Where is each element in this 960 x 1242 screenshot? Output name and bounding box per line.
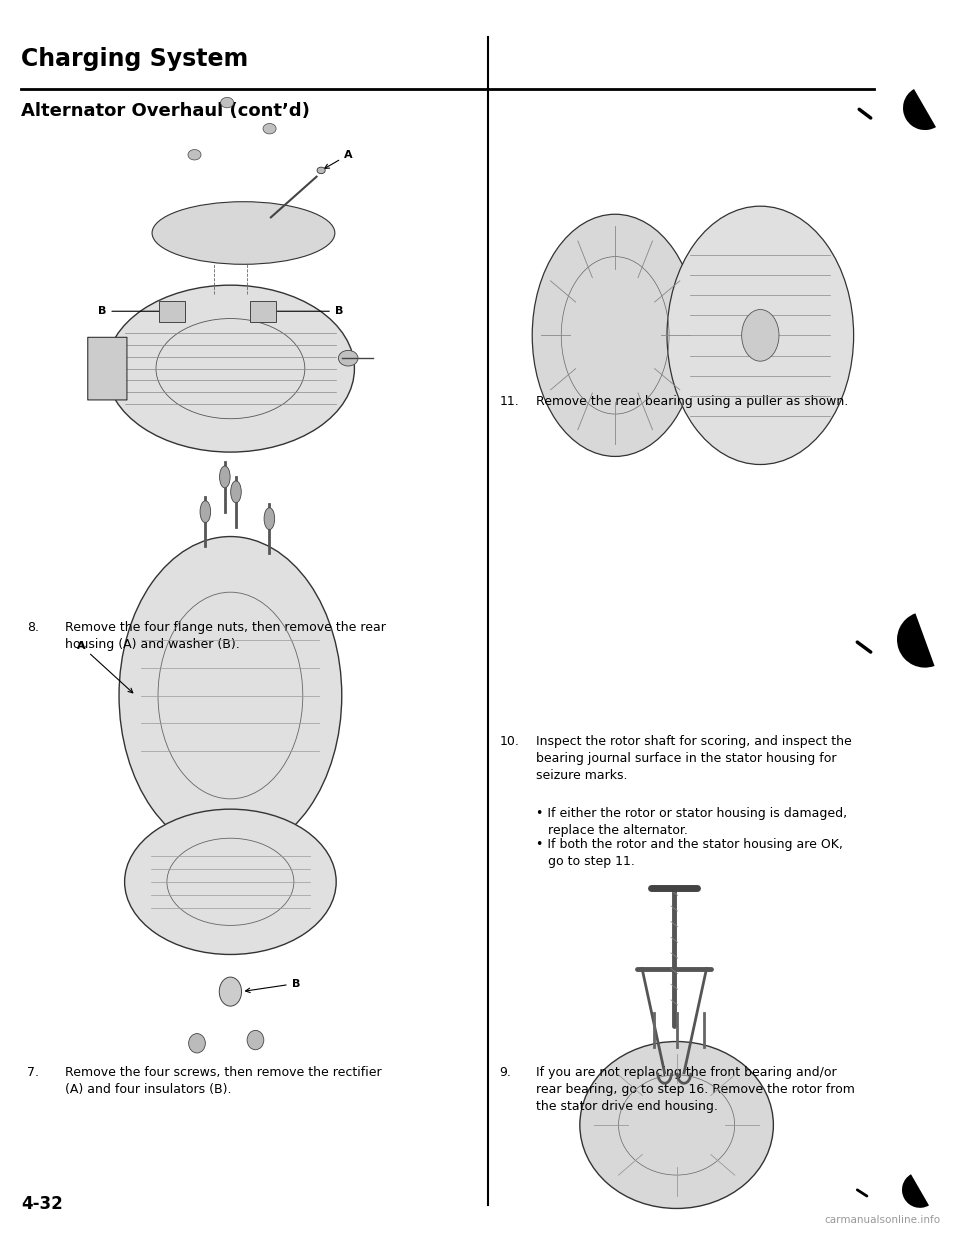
Text: • If either the rotor or stator housing is damaged,
   replace the alternator.: • If either the rotor or stator housing … bbox=[536, 807, 847, 837]
Wedge shape bbox=[902, 1174, 929, 1207]
Ellipse shape bbox=[221, 97, 233, 108]
Ellipse shape bbox=[247, 1031, 264, 1049]
Text: Charging System: Charging System bbox=[21, 47, 249, 71]
Text: carmanualsonline.info: carmanualsonline.info bbox=[825, 1215, 941, 1225]
Ellipse shape bbox=[219, 977, 242, 1006]
Ellipse shape bbox=[200, 501, 210, 523]
Text: 11.: 11. bbox=[499, 395, 519, 407]
Text: • If both the rotor and the stator housing are OK,
   go to step 11.: • If both the rotor and the stator housi… bbox=[536, 838, 843, 868]
Text: A: A bbox=[77, 641, 132, 693]
Text: B: B bbox=[267, 307, 344, 317]
FancyBboxPatch shape bbox=[87, 338, 127, 400]
Ellipse shape bbox=[264, 508, 275, 529]
Text: Remove the four flange nuts, then remove the rear
housing (A) and washer (B).: Remove the four flange nuts, then remove… bbox=[65, 621, 386, 651]
Ellipse shape bbox=[220, 466, 230, 488]
Ellipse shape bbox=[317, 168, 325, 174]
Text: B: B bbox=[98, 307, 168, 317]
Ellipse shape bbox=[532, 215, 698, 457]
Text: 4-32: 4-32 bbox=[21, 1195, 62, 1212]
Text: 10.: 10. bbox=[499, 735, 519, 748]
Ellipse shape bbox=[263, 123, 276, 134]
Ellipse shape bbox=[339, 350, 358, 366]
Text: Remove the rear bearing using a puller as shown.: Remove the rear bearing using a puller a… bbox=[536, 395, 848, 407]
Text: 8.: 8. bbox=[27, 621, 38, 633]
Text: A: A bbox=[324, 150, 352, 169]
Text: B: B bbox=[246, 979, 300, 992]
FancyBboxPatch shape bbox=[250, 301, 276, 322]
Wedge shape bbox=[897, 614, 935, 668]
Text: Alternator Overhaul (cont’d): Alternator Overhaul (cont’d) bbox=[21, 102, 310, 119]
Text: 9.: 9. bbox=[499, 1066, 511, 1078]
Text: 7.: 7. bbox=[27, 1066, 38, 1078]
Ellipse shape bbox=[188, 149, 201, 160]
Ellipse shape bbox=[107, 286, 354, 452]
Wedge shape bbox=[903, 89, 936, 130]
Text: Remove the four screws, then remove the rectifier
(A) and four insulators (B).: Remove the four screws, then remove the … bbox=[65, 1066, 382, 1095]
Ellipse shape bbox=[580, 1042, 774, 1208]
Ellipse shape bbox=[119, 537, 342, 854]
Ellipse shape bbox=[667, 206, 853, 465]
Text: If you are not replacing the front bearing and/or
rear bearing, go to step 16. R: If you are not replacing the front beari… bbox=[536, 1066, 854, 1113]
Ellipse shape bbox=[152, 201, 335, 265]
Ellipse shape bbox=[742, 309, 779, 361]
Ellipse shape bbox=[230, 481, 241, 503]
Ellipse shape bbox=[125, 810, 336, 954]
FancyBboxPatch shape bbox=[158, 301, 184, 322]
Ellipse shape bbox=[188, 1033, 205, 1053]
Text: Inspect the rotor shaft for scoring, and inspect the
bearing journal surface in : Inspect the rotor shaft for scoring, and… bbox=[536, 735, 852, 782]
